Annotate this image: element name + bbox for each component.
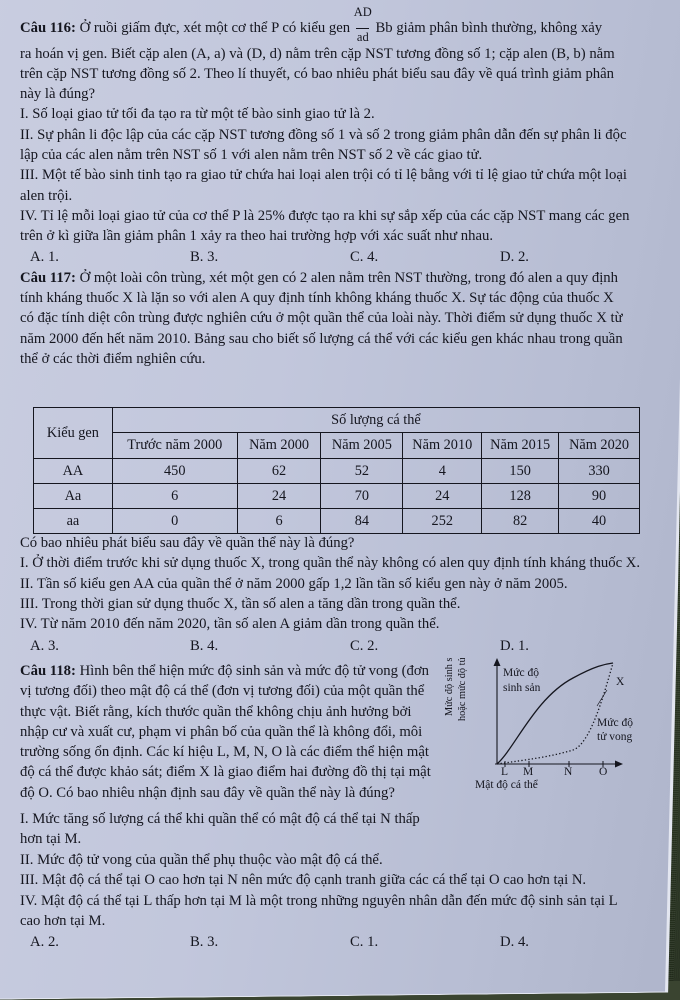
svg-text:L: L (501, 766, 508, 778)
svg-text:hoặc mức độ tử vong: hoặc mức độ tử vong (457, 658, 468, 721)
svg-text:M: M (523, 766, 533, 778)
svg-text:Mức độ: Mức độ (597, 717, 633, 729)
svg-text:tử vong: tử vong (597, 731, 633, 743)
svg-text:O: O (599, 766, 607, 778)
svg-text:Mật độ cá thể: Mật độ cá thể (475, 778, 539, 791)
svg-text:sinh sản: sinh sản (503, 682, 541, 694)
svg-text:Mức độ: Mức độ (503, 667, 539, 679)
svg-text:X: X (616, 676, 625, 688)
svg-text:N: N (564, 766, 573, 778)
svg-text:Mức độ sinh sản: Mức độ sinh sản (444, 658, 455, 716)
